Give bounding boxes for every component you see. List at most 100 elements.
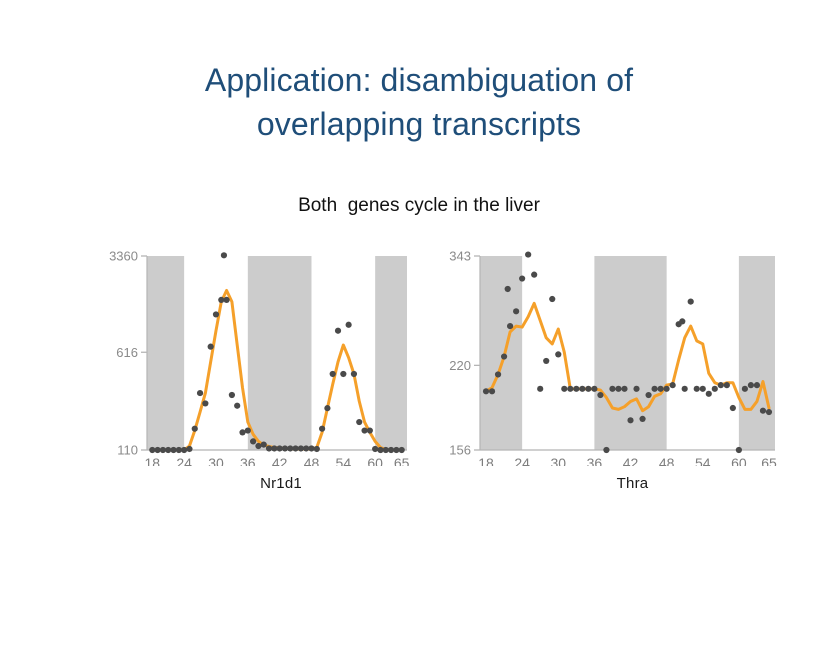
data-point xyxy=(591,385,598,392)
data-point xyxy=(633,385,640,392)
data-point xyxy=(287,445,294,452)
data-point xyxy=(500,353,508,360)
data-point xyxy=(747,382,755,389)
data-point xyxy=(699,385,706,392)
data-point xyxy=(228,391,235,399)
night-band xyxy=(147,256,185,450)
data-point xyxy=(398,446,405,454)
data-point xyxy=(567,385,574,392)
data-point xyxy=(729,404,736,412)
data-point xyxy=(372,445,379,453)
data-point xyxy=(765,408,773,416)
x-tick-label: 36 xyxy=(587,455,603,466)
data-point xyxy=(292,445,299,452)
data-point xyxy=(711,385,718,392)
data-point xyxy=(705,390,712,397)
data-point xyxy=(525,251,532,258)
page-title: Application: disambiguation of overlappi… xyxy=(60,58,778,146)
data-point xyxy=(759,407,767,414)
x-tick-label: 48 xyxy=(659,455,675,466)
data-point xyxy=(513,308,520,315)
data-point xyxy=(507,323,514,330)
data-point xyxy=(154,446,161,454)
data-point xyxy=(579,385,586,392)
data-point xyxy=(753,382,761,389)
x-tick-label: 48 xyxy=(304,455,320,466)
data-point xyxy=(693,385,700,392)
data-point xyxy=(260,441,267,448)
data-point xyxy=(561,385,568,392)
x-tick-label: 60 xyxy=(367,455,383,466)
y-tick-label: 110 xyxy=(117,443,138,458)
data-point xyxy=(165,446,172,454)
y-tick-label: 343 xyxy=(449,249,471,264)
data-point xyxy=(271,445,278,452)
y-tick-label: 220 xyxy=(449,358,471,373)
x-tick-label: 42 xyxy=(272,455,288,466)
chart-thra-plot: 156 220 343 18 24 30 36 42 48 54 60 65 xyxy=(449,249,777,467)
x-tick-label: 30 xyxy=(550,455,566,466)
data-point xyxy=(669,382,676,389)
chart-nr1d1-plot: 110 616 3360 18 24 30 36 42 48 54 60 65 xyxy=(109,249,410,467)
x-tick-label: 18 xyxy=(145,455,161,466)
data-point xyxy=(196,389,204,397)
data-point xyxy=(615,385,622,392)
page-subtitle: Both genes cycle in the liver xyxy=(298,195,540,216)
data-point xyxy=(482,388,490,395)
data-point xyxy=(603,446,610,454)
data-point xyxy=(345,321,352,328)
data-point xyxy=(340,370,347,378)
chart-nr1d1-gene-label: Nr1d1 xyxy=(260,475,302,492)
data-point xyxy=(175,446,182,454)
data-point xyxy=(382,446,389,454)
data-point xyxy=(494,371,502,378)
data-point xyxy=(537,385,544,392)
data-point xyxy=(255,442,262,450)
data-point xyxy=(543,357,550,365)
data-point xyxy=(313,445,320,453)
data-point xyxy=(303,445,310,452)
data-point xyxy=(531,271,538,278)
data-point xyxy=(393,446,400,454)
x-tick-label: 65 xyxy=(761,455,777,466)
data-point xyxy=(681,385,688,392)
data-point xyxy=(627,417,634,424)
data-point xyxy=(186,445,193,453)
data-point xyxy=(319,425,326,432)
x-tick-label: 60 xyxy=(731,455,747,466)
x-tick-label: 24 xyxy=(514,455,530,466)
y-tick-label: 156 xyxy=(449,443,471,458)
data-point xyxy=(361,427,368,434)
data-point xyxy=(223,296,230,303)
data-point xyxy=(555,351,562,358)
chart-thra-gene-label: Thra xyxy=(616,475,649,492)
data-point xyxy=(350,370,358,378)
data-point xyxy=(679,318,686,325)
x-tick-label: 65 xyxy=(394,455,410,466)
data-point xyxy=(723,382,730,389)
night-band xyxy=(375,256,407,450)
data-point xyxy=(202,400,209,407)
data-point xyxy=(265,445,273,452)
data-point xyxy=(504,285,511,293)
data-point xyxy=(191,425,198,432)
night-band xyxy=(738,256,775,450)
data-point xyxy=(387,446,395,454)
data-point xyxy=(657,385,664,392)
data-point xyxy=(281,445,289,452)
data-point xyxy=(663,385,670,392)
data-point xyxy=(366,427,373,434)
x-tick-label: 30 xyxy=(208,455,224,466)
data-point xyxy=(181,446,188,454)
data-point xyxy=(220,252,228,259)
data-point xyxy=(585,385,592,392)
data-point xyxy=(597,391,604,399)
data-point xyxy=(651,385,658,392)
data-point xyxy=(639,415,646,422)
data-point xyxy=(250,438,257,445)
y-tick-label: 3360 xyxy=(109,249,138,264)
charts-row: 110 616 3360 18 24 30 36 42 48 54 60 65 Nr1d1 156 22… xyxy=(0,236,838,526)
data-point xyxy=(377,446,384,454)
data-point xyxy=(549,295,556,303)
